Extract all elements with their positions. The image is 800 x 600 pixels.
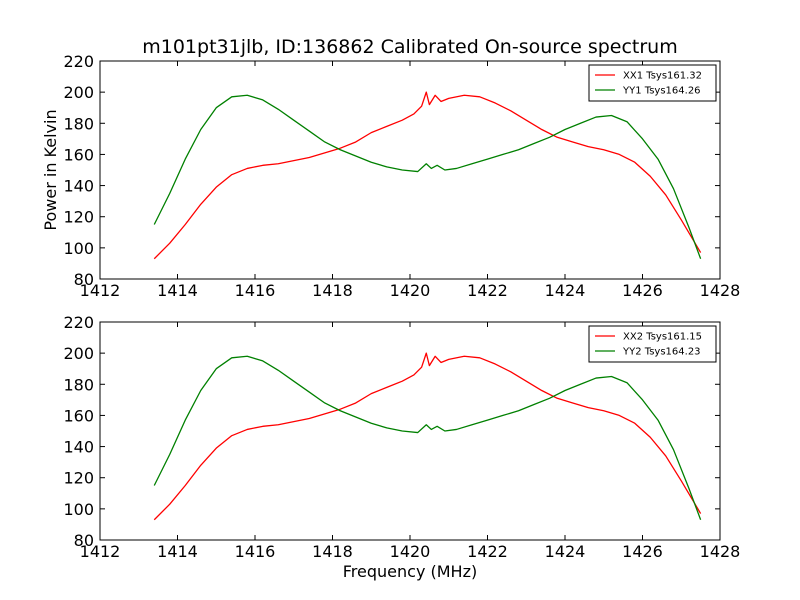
x-tick-label: 1418 xyxy=(312,542,353,561)
y-tick-label: 160 xyxy=(63,145,94,164)
x-tick-label: 1414 xyxy=(157,542,198,561)
x-tick-label: 1418 xyxy=(312,281,353,300)
x-axis-label: Frequency (MHz) xyxy=(343,562,477,581)
legend-label: YY2 Tsys164.23 xyxy=(622,347,701,358)
y-tick-label: 220 xyxy=(63,313,94,332)
x-tick-label: 1424 xyxy=(545,281,586,300)
x-tick-label: 1426 xyxy=(622,281,663,300)
legend-label: XX2 Tsys161.15 xyxy=(623,332,702,343)
x-tick-label: 1412 xyxy=(80,281,121,300)
figure-title: m101pt31jlb, ID:136862 Calibrated On-sou… xyxy=(142,36,677,58)
legend-label: XX1 Tsys161.32 xyxy=(623,71,702,82)
y-tick-label: 220 xyxy=(63,52,94,71)
y-tick-label: 180 xyxy=(63,114,94,133)
y-tick-label: 160 xyxy=(63,406,94,425)
y-axis-label: Power in Kelvin xyxy=(41,109,60,230)
legend: XX2 Tsys161.15 YY2 Tsys164.23 xyxy=(588,325,717,363)
x-tick-label: 1416 xyxy=(235,281,276,300)
x-tick-label: 1428 xyxy=(700,281,741,300)
y-tick-label: 140 xyxy=(63,438,94,457)
x-tick-label: 1420 xyxy=(390,281,431,300)
y-tick-label: 200 xyxy=(63,83,94,102)
series-line-green xyxy=(153,94,702,259)
legend-label: YY1 Tsys164.26 xyxy=(622,86,701,97)
x-tick-label: 1422 xyxy=(467,542,508,561)
x-tick-label: 1414 xyxy=(157,281,198,300)
y-tick-label: 100 xyxy=(63,239,94,258)
x-tick-label: 1426 xyxy=(622,542,663,561)
y-tick-label: 120 xyxy=(63,208,94,227)
y-tick-label: 80 xyxy=(74,270,94,289)
y-tick-label: 120 xyxy=(63,469,94,488)
legend: XX1 Tsys161.32 YY1 Tsys164.26 xyxy=(588,64,717,102)
bottom-panel: 1412 1414 1416 1418 1420 1422 1424 1426 1428 80 10… xyxy=(63,313,740,561)
series-line-red xyxy=(153,352,702,521)
x-tick-label: 1416 xyxy=(235,542,276,561)
series-line-green xyxy=(153,355,702,520)
top-panel: 1412 1414 1416 1418 1420 1422 1424 1426 1428 80 10… xyxy=(63,52,740,300)
legend-box xyxy=(588,64,717,102)
x-tick-label: 1428 xyxy=(700,542,741,561)
x-tick-label: 1412 xyxy=(80,542,121,561)
y-tick-label: 80 xyxy=(74,531,94,550)
y-tick-label: 100 xyxy=(63,500,94,519)
legend-box xyxy=(588,325,717,363)
y-tick-label: 180 xyxy=(63,375,94,394)
series-line-red xyxy=(153,91,702,260)
x-tick-label: 1424 xyxy=(545,542,586,561)
y-tick-label: 200 xyxy=(63,344,94,363)
x-tick-label: 1422 xyxy=(467,281,508,300)
x-tick-label: 1420 xyxy=(390,542,431,561)
y-tick-label: 140 xyxy=(63,177,94,196)
